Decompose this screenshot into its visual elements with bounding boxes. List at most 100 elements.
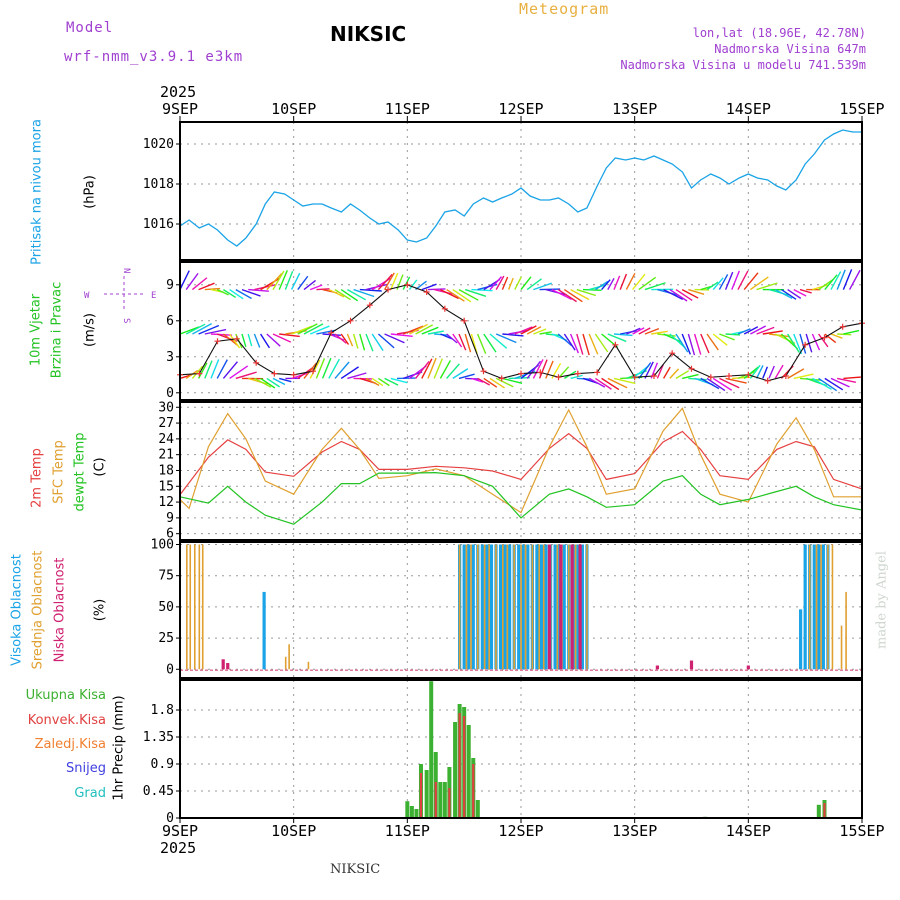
wind-arrow <box>452 368 469 379</box>
wind-arrow <box>533 328 547 335</box>
wind-arrow <box>824 333 837 344</box>
wind-arrow <box>371 377 384 387</box>
wind-arrow <box>495 377 514 388</box>
precip-bar-total <box>475 800 480 818</box>
wind-arrow <box>731 270 740 290</box>
wind-arrow <box>793 288 807 297</box>
wind-arrow <box>656 364 664 379</box>
wind-speed-marker <box>253 359 260 366</box>
cloud-bar-low <box>746 665 750 670</box>
wind-arrow <box>607 377 628 389</box>
wind-speed-marker <box>707 374 714 381</box>
wind-speed-marker <box>404 281 411 288</box>
wind-arrow <box>229 289 244 300</box>
wind-arrow <box>595 280 609 291</box>
wind-arrow <box>241 288 261 297</box>
wind-arrow <box>440 333 452 340</box>
wind-arrow <box>347 372 367 380</box>
wind-speed-marker <box>214 338 221 345</box>
cloud-bar-high <box>471 544 475 670</box>
wind-speed-marker <box>650 373 657 379</box>
wind-arrow <box>799 333 807 354</box>
precip-bar-conv <box>823 803 826 818</box>
wind-arrow <box>774 364 784 379</box>
wind-arrow <box>526 360 542 379</box>
wind-arrow <box>347 288 367 301</box>
wind-arrow <box>427 357 437 379</box>
wind-arrow <box>507 277 514 290</box>
wind-arrow <box>440 288 459 300</box>
wind-speed-marker <box>347 317 354 324</box>
wind-arrow <box>619 273 628 290</box>
wind-arrow <box>352 333 359 349</box>
xtick-label-top: 14SEP <box>726 100 771 118</box>
xtick-label-top: 13SEP <box>612 100 657 118</box>
year-top: 2025 <box>160 83 197 101</box>
wind-arrow <box>365 377 380 387</box>
ytick-label-wind: 9 <box>166 278 174 293</box>
precip-legend-ice: Zaledj.Kisa <box>34 737 106 752</box>
wind-arrow <box>328 288 345 298</box>
wind-arrow <box>756 282 778 291</box>
wind-arrow <box>415 324 434 335</box>
wind-arrow <box>192 323 212 335</box>
footer-station: NIKSIC <box>330 862 381 877</box>
wind-arrow <box>452 333 463 348</box>
wind-arrow <box>377 333 395 349</box>
xtick-label-bottom: 13SEP <box>612 822 657 840</box>
ytick-label-pressure: 1018 <box>143 177 174 192</box>
wind-arrow <box>409 323 428 335</box>
wind-arrow <box>787 368 805 380</box>
precip-bar-conv <box>434 782 437 818</box>
wind-arrow <box>613 275 621 290</box>
wind-arrow <box>712 377 733 391</box>
wind-arrow <box>223 289 237 299</box>
wind-arrow <box>651 330 668 335</box>
wind-speed-marker <box>594 369 601 376</box>
precip-bar-total <box>442 782 447 818</box>
dewpt-line <box>179 471 863 525</box>
wind-arrow <box>818 278 834 291</box>
wind-arrow <box>260 333 271 349</box>
cloud-bar-low <box>570 544 574 670</box>
wind-arrow <box>843 376 861 380</box>
cloud-bar-high <box>517 544 521 670</box>
wind-speed-marker <box>631 374 638 381</box>
wind-arrow <box>756 326 775 335</box>
ytick-label-temp: 21 <box>158 448 174 463</box>
wind-arrow <box>662 366 671 379</box>
xtick-label-top: 10SEP <box>271 100 316 118</box>
cloud-bar-high <box>526 544 530 670</box>
cloud-bar-high <box>562 544 566 670</box>
wind-speed-marker <box>461 317 468 324</box>
wind-legend-east: E <box>151 291 156 301</box>
wind-arrow <box>545 360 554 379</box>
wind-arrow <box>421 283 437 291</box>
wind-arrow <box>297 323 318 335</box>
precip-bar-total <box>816 804 821 818</box>
ytick-label-cloud: 25 <box>158 631 174 646</box>
wind-arrow <box>216 333 237 342</box>
precip-bar-total <box>466 725 471 818</box>
wind-arrow <box>483 377 498 388</box>
wind-speed-marker <box>233 335 240 342</box>
wind-arrow <box>737 270 749 290</box>
precip-legend-hail: Grad <box>74 786 106 801</box>
wind-arrow <box>824 274 838 291</box>
wind-arrow <box>284 270 294 290</box>
wind-arrow <box>589 284 606 291</box>
wind-arrow <box>557 333 573 347</box>
wind-arrow <box>557 289 577 303</box>
wind-arrow <box>830 333 843 339</box>
model-elevation-label: Nadmorska Visina u modelu 741.539m <box>620 58 866 72</box>
wind-arrow <box>712 277 724 291</box>
wind-arrow <box>334 333 347 344</box>
wind-arrow <box>842 269 853 290</box>
wind-arrow <box>198 324 220 335</box>
wind-speed-marker <box>537 369 544 376</box>
wind-arrow <box>204 328 227 335</box>
wind-arrow <box>309 359 321 379</box>
wind-arrow <box>774 333 796 344</box>
year-bottom: 2025 <box>160 839 197 857</box>
wind-arrow <box>390 377 408 384</box>
